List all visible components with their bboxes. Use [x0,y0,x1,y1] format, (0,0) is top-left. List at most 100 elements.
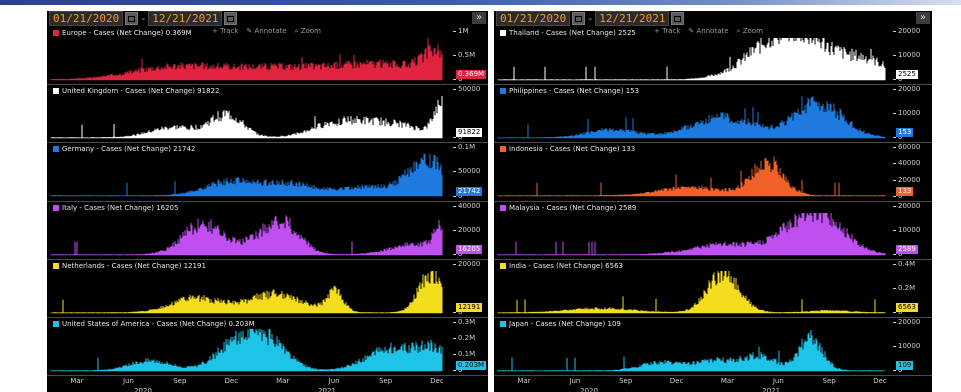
y-tick-label: 0 [452,191,463,200]
left-chart-window: 01/21/2020 - 12/21/2021 » Europe - Cases… [47,11,488,392]
bar-series [50,329,443,372]
legend-swatch [500,88,506,95]
legend-swatch [53,204,59,211]
legend-swatch [53,88,59,95]
y-tick-label: 0 [892,366,903,375]
tool-zoom[interactable]: ⌕ Zoom [295,27,321,36]
chart-toolbar: + Track ✎ Annotate ⌕ Zoom [212,27,321,36]
series-legend[interactable]: Japan - Cases (Net Change) 109 [500,320,621,328]
magnifier-icon: ⌕ [736,27,743,35]
series-legend[interactable]: Germany - Cases (Net Change) 21742 [53,145,195,153]
tool-label: Annotate [696,27,729,35]
crosshair-icon: + [212,27,221,35]
x-tick-label: Sep [822,377,836,386]
x-tick-label: Sep [619,377,633,386]
date-separator: - [141,12,146,25]
chart-panel[interactable]: Japan - Cases (Net Change) 109 20000 10000… [494,317,932,377]
end-date-field[interactable]: 12/21/2021 [148,11,223,26]
series-legend[interactable]: Indonesia - Cases (Net Change) 133 [500,145,635,153]
chart-panel[interactable]: United States of America - Cases (Net Ch… [47,317,488,377]
series-legend[interactable]: Thailand - Cases (Net Change) 2525 [500,29,636,37]
series-legend[interactable]: Philippines - Cases (Net Change) 153 [500,87,639,95]
bar-series [50,154,443,197]
x-tick-label: Mar [720,377,735,386]
x-year-label: 2020 [134,387,152,392]
y-tick-label: 60000 [892,143,921,152]
legend-label: Thailand - Cases (Net Change) 2525 [509,29,636,37]
y-tick-label: 0.4M [892,259,916,268]
calendar-icon[interactable] [224,12,238,25]
legend-label: Philippines - Cases (Net Change) 153 [509,87,640,96]
legend-swatch [500,146,506,153]
bar-series-path [50,329,443,372]
double-chevron-right-icon[interactable]: » [916,12,930,24]
y-tick-label: 40000 [452,201,481,210]
y-tick-label: 0 [452,75,463,84]
tool-label: Zoom [742,27,763,35]
start-date-field[interactable]: 01/21/2020 [496,11,571,26]
crosshair-icon: + [654,27,663,35]
x-year-label: 2021 [318,387,336,392]
pencil-icon: ✎ [246,27,255,35]
tool-label: Zoom [300,27,321,35]
calendar-icon[interactable] [125,12,139,25]
y-tick-label: 0.2M [452,334,476,343]
series-legend[interactable]: Malaysia - Cases (Net Change) 2589 [500,204,636,212]
tool-track[interactable]: + Track [212,27,238,36]
last-value-badge: 153 [896,128,914,138]
y-tick-label: 10000 [892,225,921,234]
x-tick-label: Mar [70,377,84,386]
y-tick-label: 20000 [892,318,921,326]
x-year-label: 2020 [580,387,598,392]
series-legend[interactable]: Italy - Cases (Net Change) 16205 [53,204,178,212]
calendar-icon[interactable] [572,12,586,25]
y-tick-label: 0 [452,249,463,258]
tool-zoom[interactable]: ⌕ Zoom [737,27,763,36]
chart-panel[interactable]: Europe - Cases (Net Change) 0.369M + Trac… [47,26,488,86]
bar-series-path [497,96,886,139]
chart-panel[interactable]: Philippines - Cases (Net Change) 153 2000… [494,84,932,144]
y-tick-label: 0 [452,366,463,375]
chart-panel[interactable]: Thailand - Cases (Net Change) 2525 + Trac… [494,26,932,86]
chart-panel[interactable]: Netherlands - Cases (Net Change) 12191 20… [47,259,488,318]
start-date-field[interactable]: 01/21/2020 [49,11,124,26]
last-value-badge: 91822 [456,128,483,138]
pencil-icon: ✎ [688,27,697,35]
legend-swatch [53,262,59,269]
y-tick-label: 50000 [452,85,481,94]
magnifier-icon: ⌕ [294,27,301,35]
end-date-field[interactable]: 12/21/2021 [595,11,670,26]
chart-panel[interactable]: India - Cases (Net Change) 6563 0.4M 0.2M 0… [494,259,932,318]
chart-panel[interactable]: Germany - Cases (Net Change) 21742 0.1M 50… [47,142,488,202]
y-tick-label: 0 [452,307,463,316]
chart-panel[interactable]: Italy - Cases (Net Change) 16205 40000 200… [47,201,488,260]
x-tick-label: Dec [669,377,684,386]
x-tick-label: Mar [276,377,290,386]
chart-panel[interactable]: Malaysia - Cases (Net Change) 2589 20000 1… [494,201,932,260]
legend-label: India - Cases (Net Change) 6563 [509,261,623,270]
chart-panel[interactable]: Indonesia - Cases (Net Change) 133 60000 4… [494,142,932,202]
x-axis: Mar Jun Sep Dec Mar Jun Sep Dec 2020 2021 [494,375,890,392]
bar-series [50,38,443,81]
legend-label: Europe - Cases (Net Change) 0.369M [62,29,192,37]
series-legend[interactable]: United States of America - Cases (Net Ch… [53,320,255,328]
series-legend[interactable]: Europe - Cases (Net Change) 0.369M [53,29,192,37]
series-legend[interactable]: United Kingdom - Cases (Net Change) 9182… [53,87,219,95]
calendar-icon[interactable] [671,12,685,25]
tool-annotate[interactable]: ✎ Annotate [246,27,286,36]
y-tick-label: 0 [892,249,903,258]
last-value-badge: 21742 [456,186,483,196]
y-tick-label: 10000 [892,342,921,351]
x-tick-label: Jun [569,377,581,386]
series-legend[interactable]: India - Cases (Net Change) 6563 [500,262,623,270]
tool-track[interactable]: + Track [654,27,680,36]
bar-series [50,214,443,255]
double-chevron-right-icon[interactable]: » [472,12,486,24]
y-tick-label: 0 [892,75,903,84]
y-tick-label: 0.1M [452,350,476,359]
series-legend[interactable]: Netherlands - Cases (Net Change) 12191 [53,262,206,270]
bar-series [497,270,886,313]
chart-panel[interactable]: United Kingdom - Cases (Net Change) 9182… [47,84,488,144]
legend-swatch [53,30,59,36]
tool-annotate[interactable]: ✎ Annotate [688,27,728,36]
